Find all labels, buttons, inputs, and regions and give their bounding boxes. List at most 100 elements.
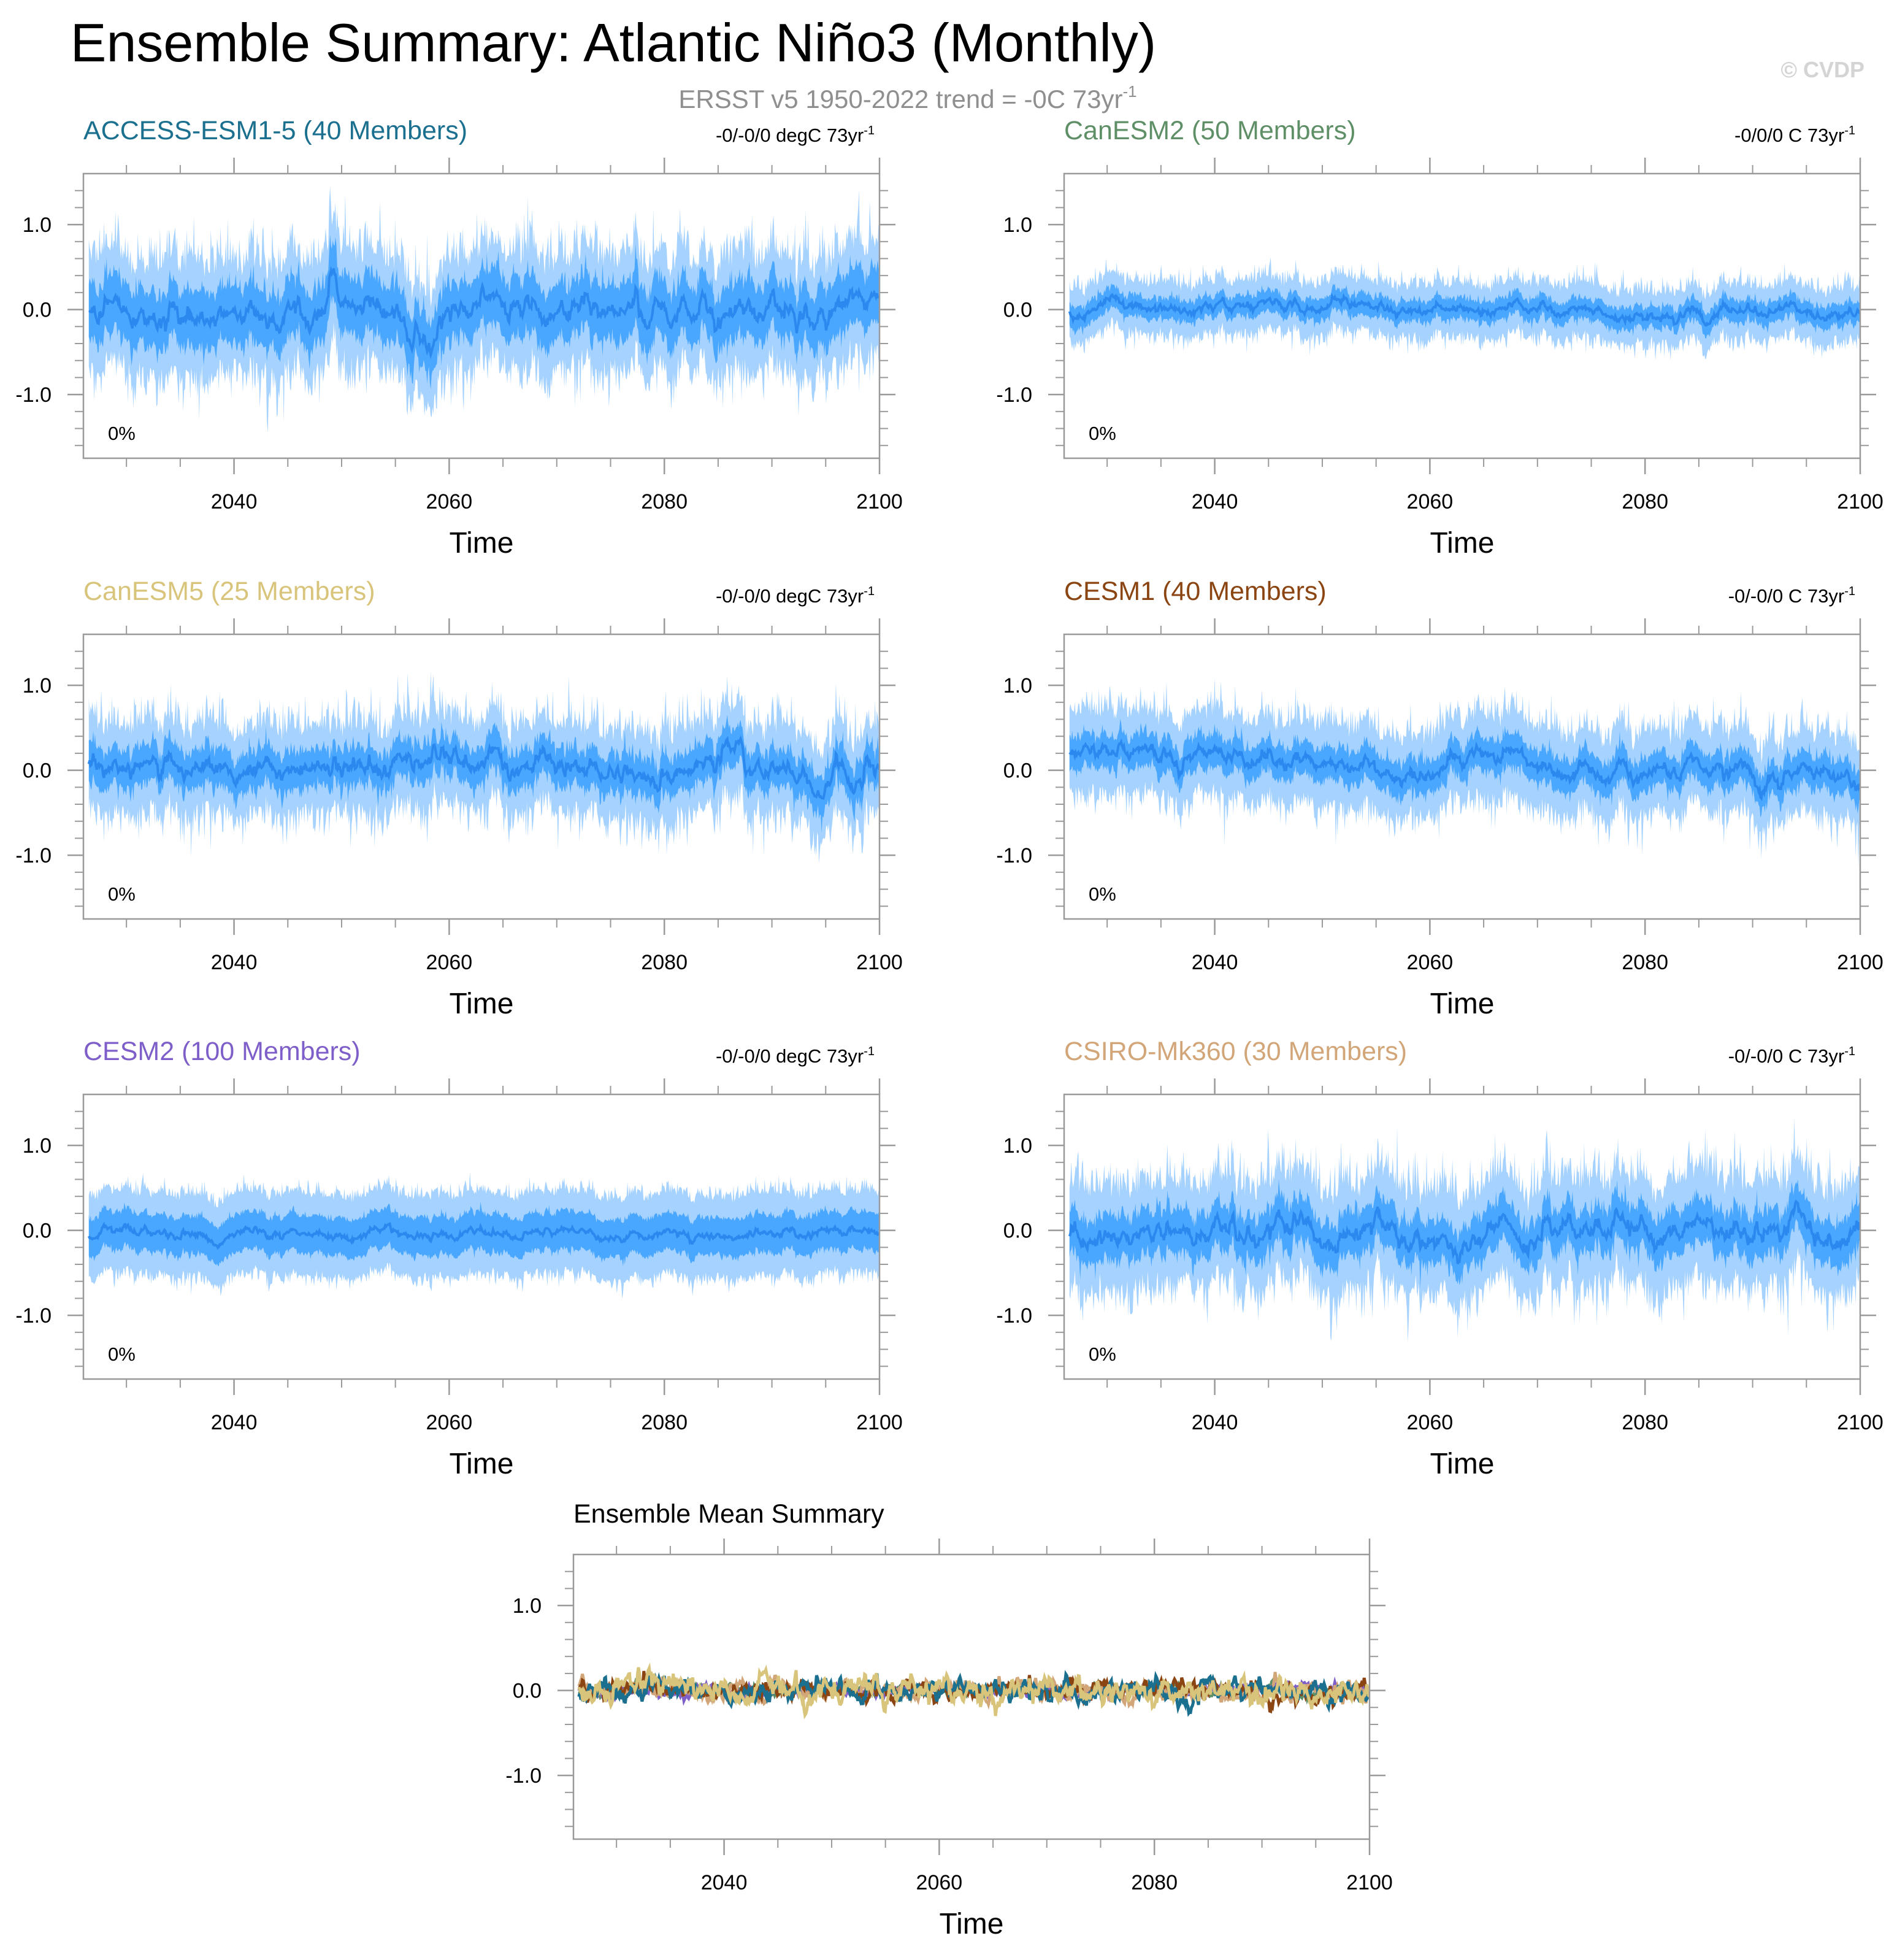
x-tick-label: 2040 xyxy=(701,1871,748,1894)
y-tick-label: -1.0 xyxy=(996,844,1032,867)
x-tick-label: 2040 xyxy=(211,1411,258,1434)
y-tick-label: -1.0 xyxy=(996,1304,1032,1328)
x-tick-label: 2100 xyxy=(856,1411,903,1434)
x-tick-label: 2100 xyxy=(1837,490,1884,513)
x-tick-label: 2080 xyxy=(641,1411,688,1434)
x-axis-label: Time xyxy=(450,1448,514,1480)
plot-frame xyxy=(1063,172,1861,459)
ensemble-mean-line xyxy=(87,1221,880,1250)
y-tick-label: 1.0 xyxy=(1003,674,1032,698)
ensemble-mean-line xyxy=(87,735,880,800)
ensemble-mean-line xyxy=(1068,738,1860,801)
trend-text: -0/-0/0 C 73yr xyxy=(1728,585,1845,607)
panel-trend-label: -0/-0/0 degC 73yr-1 xyxy=(716,585,875,607)
x-axis-label: Time xyxy=(1430,1448,1495,1480)
x-tick-label: 2080 xyxy=(641,951,688,974)
x-tick-label: 2040 xyxy=(1192,951,1238,974)
copyright-label: © CVDP xyxy=(1780,57,1864,82)
trend-text: -0/0/0 C 73yr xyxy=(1734,125,1844,146)
trend-text: -0/-0/0 degC 73yr xyxy=(716,1045,864,1067)
subtitle-text: ERSST v5 1950-2022 trend = -0C 73yr xyxy=(678,85,1122,113)
percent-label: 0% xyxy=(108,883,136,905)
plot-frame xyxy=(82,172,881,459)
panel-csiro-mk360: CSIRO-Mk360 (30 Members) -0/-0/0 C 73yr-1… xyxy=(996,1037,1883,1480)
x-tick-label: 2080 xyxy=(1131,1871,1178,1894)
trend-exponent: -1 xyxy=(1844,1045,1855,1058)
ensemble-iqr-band xyxy=(88,715,880,833)
trend-exponent: -1 xyxy=(864,1045,875,1058)
y-tick-label: 0.0 xyxy=(23,299,52,322)
x-axis-label: Time xyxy=(940,1908,1004,1940)
y-tick-label: -1.0 xyxy=(996,383,1032,407)
y-tick-label: 1.0 xyxy=(23,674,52,698)
plot-area xyxy=(1068,1118,1860,1343)
trend-exponent: -1 xyxy=(1844,124,1855,137)
x-tick-label: 2040 xyxy=(211,490,258,513)
panel-title: ACCESS-ESM1-5 (40 Members) xyxy=(83,116,467,145)
x-tick-label: 2060 xyxy=(1407,951,1454,974)
y-tick-label: 0.0 xyxy=(1003,759,1032,783)
plot-frame xyxy=(572,1553,1371,1840)
x-tick-label: 2100 xyxy=(1837,1411,1884,1434)
plot-area xyxy=(577,1662,1370,1720)
ensemble-iqr-band xyxy=(88,234,880,390)
ensemble-iqr-band xyxy=(1069,1179,1860,1289)
x-tick-label: 2040 xyxy=(211,951,258,974)
y-tick-label: -1.0 xyxy=(505,1764,542,1788)
x-tick-label: 2060 xyxy=(426,1411,473,1434)
panel-trend-label: -0/-0/0 degC 73yr-1 xyxy=(716,124,875,146)
panel-cesm2: CESM2 (100 Members) -0/-0/0 degC 73yr-1 1.… xyxy=(15,1037,902,1480)
x-tick-label: 2060 xyxy=(1407,1411,1454,1434)
panel-trend-label: -0/0/0 C 73yr-1 xyxy=(1734,124,1855,146)
y-tick-label: 1.0 xyxy=(1003,213,1032,237)
percent-label: 0% xyxy=(108,1343,136,1365)
ensemble-mean-line xyxy=(1068,293,1860,327)
y-tick-label: -1.0 xyxy=(15,1304,52,1328)
x-tick-label: 2060 xyxy=(426,490,473,513)
x-tick-label: 2040 xyxy=(1192,490,1238,513)
y-tick-label: 0.0 xyxy=(1003,299,1032,322)
x-tick-label: 2060 xyxy=(426,951,473,974)
y-tick-label: -1.0 xyxy=(15,383,52,407)
panel-title: CESM1 (40 Members) xyxy=(1064,577,1327,606)
percent-label: 0% xyxy=(1089,883,1116,905)
y-tick-label: 1.0 xyxy=(23,1134,52,1158)
trend-text: -0/-0/0 degC 73yr xyxy=(716,585,864,607)
mean-series-line xyxy=(577,1662,1370,1720)
panel-title: CanESM5 (25 Members) xyxy=(83,577,375,606)
y-tick-label: 0.0 xyxy=(23,759,52,783)
plot-area xyxy=(87,671,880,864)
y-tick-label: 1.0 xyxy=(23,213,52,237)
panel-canesm5: CanESM5 (25 Members) -0/-0/0 degC 73yr-1 1… xyxy=(15,577,902,1020)
trend-text: -0/-0/0 C 73yr xyxy=(1728,1045,1845,1067)
y-tick-label: 0.0 xyxy=(513,1680,542,1703)
panel-title: CSIRO-Mk360 (30 Members) xyxy=(1064,1037,1407,1066)
plot-area xyxy=(87,1172,880,1299)
plot-frame xyxy=(82,633,881,920)
plot-area xyxy=(1068,257,1860,361)
ensemble-mean-line xyxy=(88,266,880,359)
panel-cesm1: CESM1 (40 Members) -0/-0/0 C 73yr-1 1.0 0.0… xyxy=(996,577,1883,1020)
trend-text: -0/-0/0 degC 73yr xyxy=(716,125,864,146)
x-tick-label: 2040 xyxy=(1192,1411,1238,1434)
panel-title: CESM2 (100 Members) xyxy=(83,1037,361,1066)
plot-frame xyxy=(1063,1093,1861,1380)
trend-exponent: -1 xyxy=(864,124,875,137)
panel-trend-label: -0/-0/0 degC 73yr-1 xyxy=(716,1045,875,1067)
x-axis-label: Time xyxy=(1430,988,1495,1020)
percent-label: 0% xyxy=(1089,423,1116,444)
x-tick-label: 2080 xyxy=(641,490,688,513)
trend-exponent: -1 xyxy=(1844,585,1855,598)
x-tick-label: 2100 xyxy=(1346,1871,1393,1894)
plot-frame xyxy=(82,1093,881,1380)
figure-title: Ensemble Summary: Atlantic Niño3 (Monthl… xyxy=(71,12,1156,73)
x-axis-label: Time xyxy=(1430,527,1495,559)
x-tick-label: 2060 xyxy=(916,1871,963,1894)
ensemble-mean-line xyxy=(1068,1199,1860,1264)
x-tick-label: 2100 xyxy=(856,951,903,974)
figure-subtitle: ERSST v5 1950-2022 trend = -0C 73yr-1 xyxy=(678,82,1136,113)
x-tick-label: 2080 xyxy=(1622,951,1668,974)
x-tick-label: 2100 xyxy=(1837,951,1884,974)
x-axis-label: Time xyxy=(450,988,514,1020)
plot-area xyxy=(88,186,880,434)
